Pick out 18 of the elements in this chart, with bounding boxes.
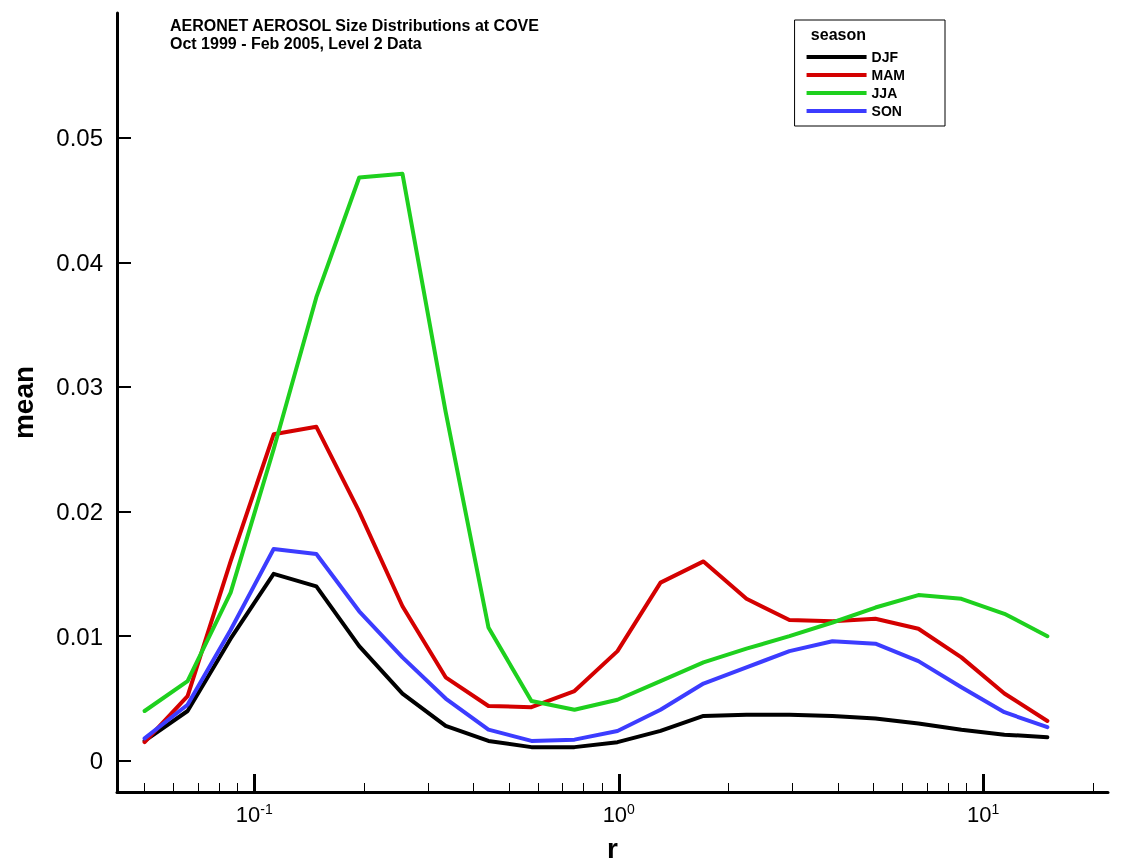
legend-label: MAM bbox=[871, 67, 905, 83]
y-axis-title: mean bbox=[7, 365, 39, 440]
y-tick-label: 0.01 bbox=[56, 622, 103, 650]
legend-title: season bbox=[810, 25, 866, 43]
legend-label: DJF bbox=[871, 49, 899, 65]
y-tick-label: 0.05 bbox=[56, 124, 103, 152]
y-tick-label: 0.03 bbox=[56, 373, 103, 401]
x-axis-title: r bbox=[607, 832, 619, 864]
line-series bbox=[142, 424, 1050, 745]
y-tick-label: 0.02 bbox=[56, 498, 103, 526]
legend-label: SON bbox=[871, 103, 902, 119]
y-tick-label: 0 bbox=[89, 747, 103, 775]
chart-title: AERONET AEROSOL Size Distributions at COVE bbox=[170, 16, 540, 34]
line-series bbox=[142, 171, 1050, 713]
line-series bbox=[142, 546, 1050, 743]
text: Oct 1999 - Feb 2005, Level 2 Data bbox=[170, 34, 422, 52]
legend-label: JJA bbox=[871, 85, 898, 101]
y-tick-label: 0.04 bbox=[56, 248, 103, 276]
